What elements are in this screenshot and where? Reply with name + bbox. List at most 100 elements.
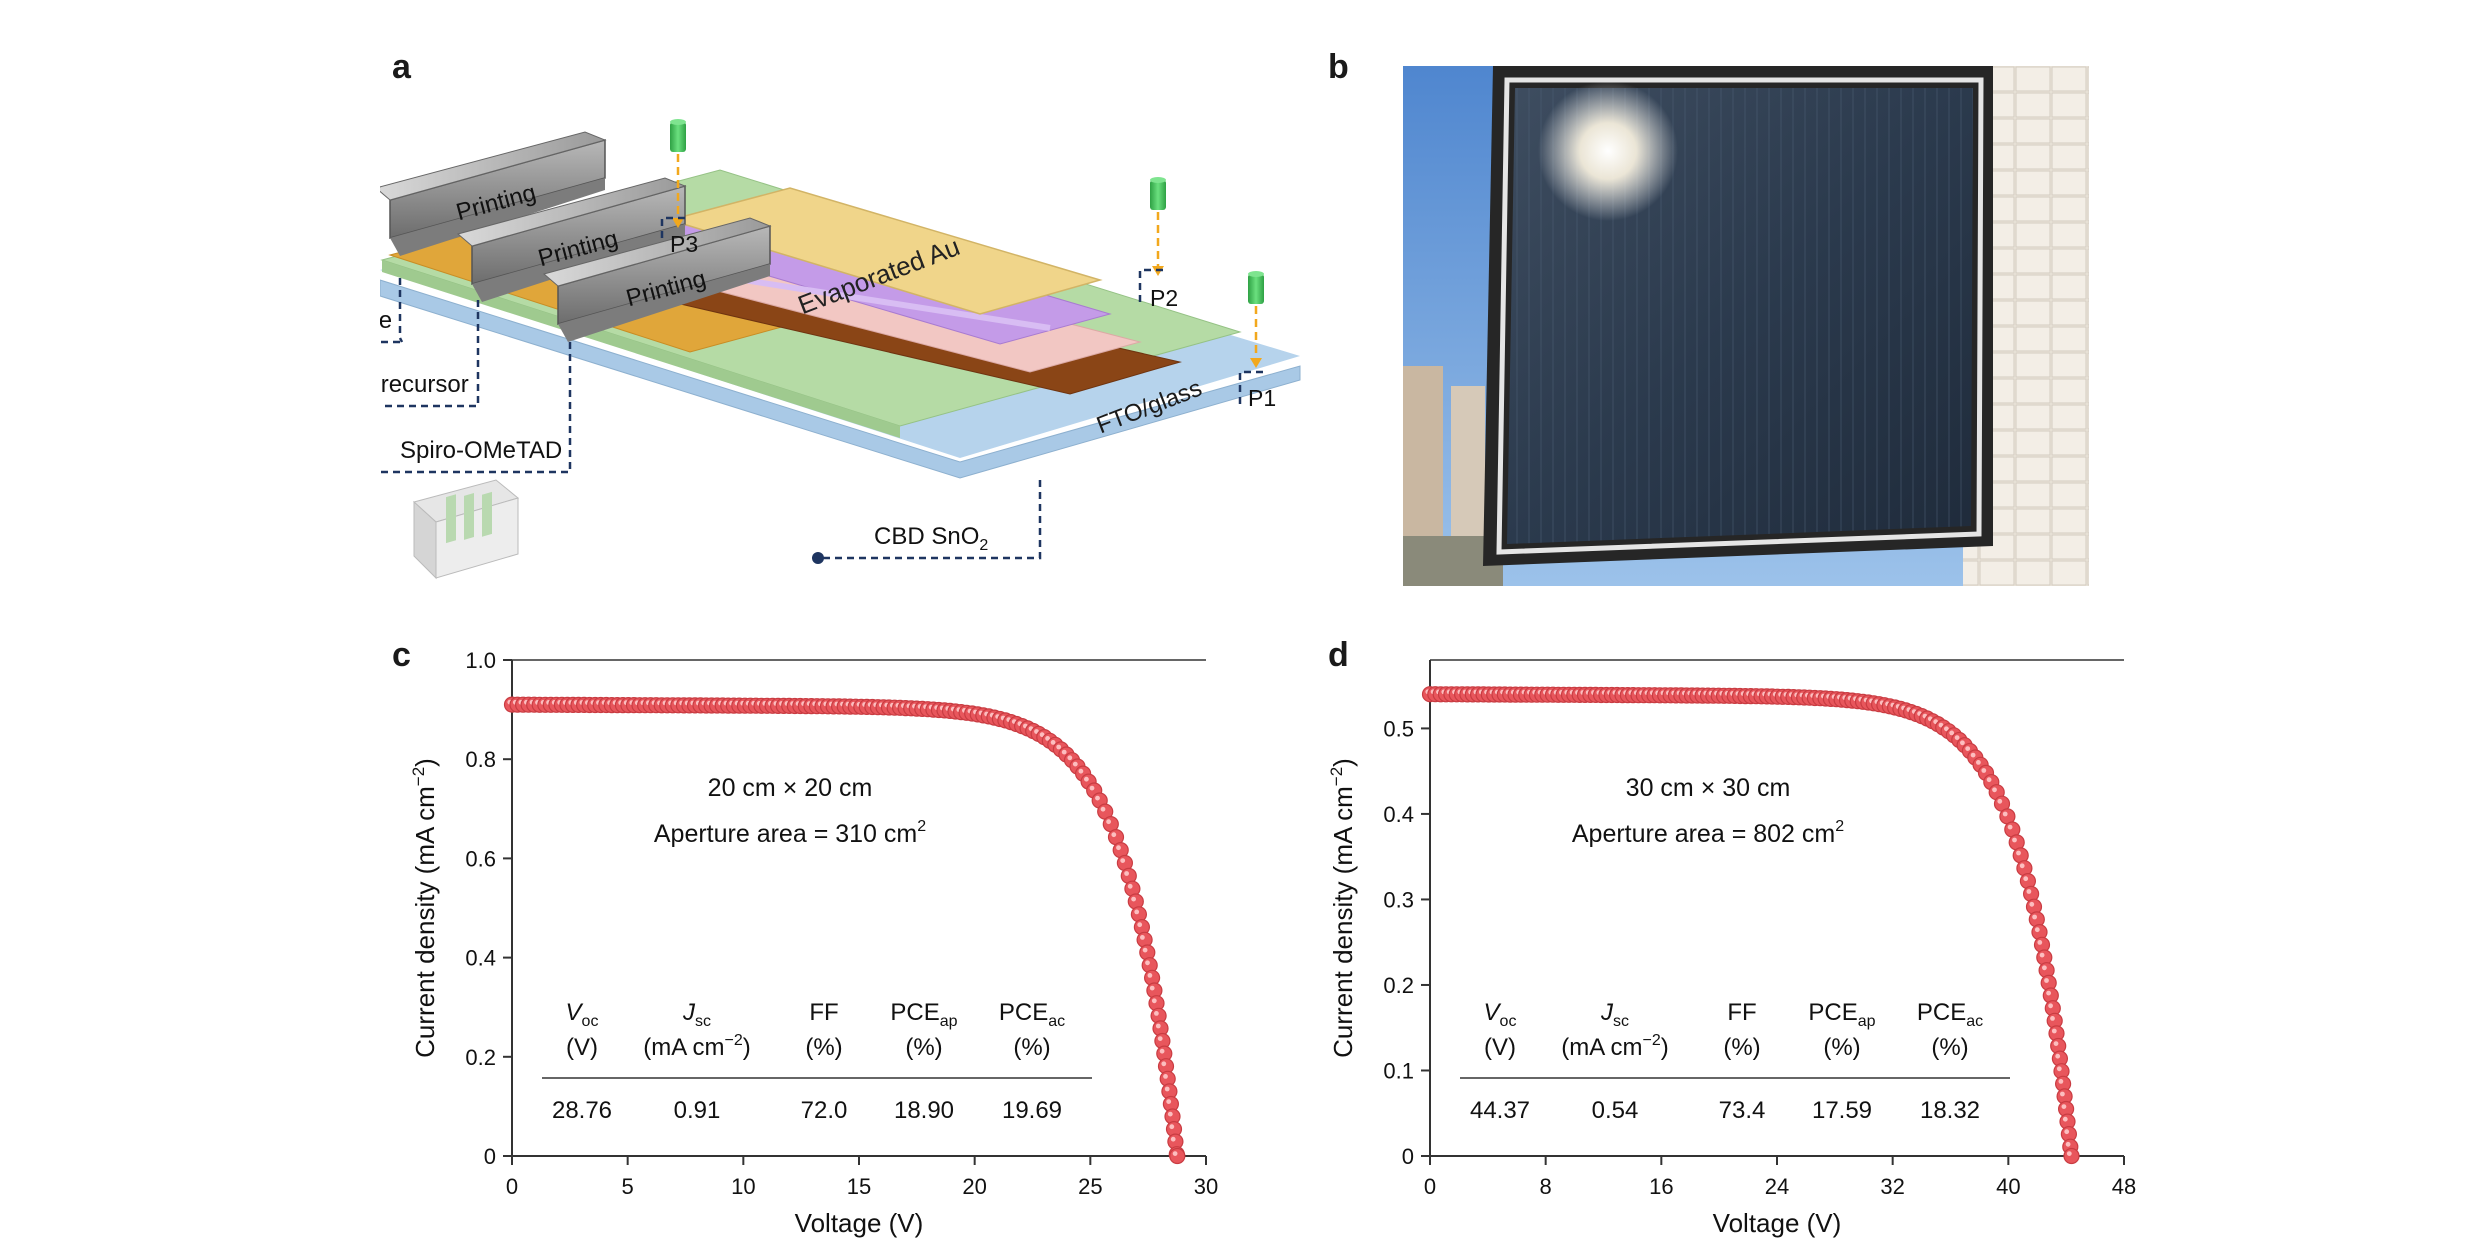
jv-point-highlight — [1145, 960, 1150, 966]
table-unit-4: (%) — [1013, 1034, 1050, 1061]
jv-point-highlight — [1140, 935, 1145, 940]
table-unit-2: (%) — [805, 1034, 842, 1061]
table-value-1: 0.91 — [674, 1097, 721, 1124]
jv-point-highlight — [2051, 1028, 2057, 1034]
jv-point-highlight — [2053, 1041, 2059, 1046]
table-unit-main: (mA cm — [1561, 1034, 1642, 1061]
jv-point-highlight — [2048, 1003, 2053, 1009]
printing-blade-3: Printing — [542, 217, 772, 342]
table-header-4: PCEac — [999, 999, 1065, 1030]
table-header-main: PCE — [1917, 999, 1966, 1026]
x-axis-label: Voltage (V) — [795, 1208, 924, 1238]
y-tick-label: 1.0 — [465, 648, 496, 673]
jv-point-highlight — [2062, 1116, 2068, 1122]
table-unit-0: (V) — [566, 1034, 598, 1061]
jv-point-highlight — [1157, 1036, 1163, 1041]
table-header-main: J — [1600, 999, 1614, 1026]
table-unit-4: (%) — [1931, 1034, 1968, 1061]
panel-letter-a: a — [392, 48, 411, 86]
table-unit-main: (%) — [1013, 1034, 1050, 1061]
jv-point-highlight — [2032, 914, 2037, 920]
x-tick-label: 8 — [1540, 1174, 1552, 1199]
table-header-1: Jsc — [1600, 999, 1629, 1030]
table-unit-main: (V) — [1484, 1034, 1516, 1061]
jv-point-highlight — [1166, 1099, 1172, 1104]
x-tick-label: 16 — [1649, 1174, 1673, 1199]
y-tick-label: 0.8 — [465, 747, 496, 772]
jv-point-highlight — [1954, 735, 1960, 740]
y-tick-label: 0 — [484, 1144, 496, 1169]
jv-point-highlight — [2029, 901, 2035, 907]
jv-point-highlight — [2046, 990, 2051, 996]
spiro-label: Spiro-OMeTAD — [400, 437, 562, 464]
table-header-2: FF — [1727, 999, 1756, 1026]
jv-point-highlight — [1120, 858, 1126, 863]
jv-point-highlight — [2058, 1079, 2064, 1084]
y-tick-label: 0.2 — [465, 1045, 496, 1070]
jv-point-highlight — [1134, 909, 1140, 915]
table-unit-main: (%) — [805, 1034, 842, 1061]
jv-point-highlight — [1039, 732, 1045, 738]
jv-point-highlight — [2044, 978, 2049, 983]
table-value-3: 17.59 — [1812, 1097, 1872, 1124]
jv-point-highlight — [1084, 776, 1089, 782]
table-header-main: V — [566, 999, 584, 1026]
jv-point-highlight — [2050, 1016, 2055, 1021]
jv-point-highlight — [1170, 1136, 1176, 1142]
jv-point-highlight — [1078, 768, 1084, 774]
table-header-sub: sc — [1613, 1013, 1629, 1030]
table-unit-3: (%) — [1823, 1034, 1860, 1061]
table-header-sub: oc — [1500, 1013, 1517, 1030]
y-axis-label: Current density (mA cm−2) — [1327, 758, 1358, 1058]
table-header-1: Jsc — [682, 999, 711, 1030]
table-unit-main: (%) — [1931, 1034, 1968, 1061]
table-header-4: PCEac — [1917, 999, 1983, 1030]
jv-point-highlight — [1147, 973, 1153, 978]
jv-point-highlight — [1111, 832, 1117, 838]
device-size-annotation: 20 cm × 20 cm — [708, 774, 873, 802]
x-tick-label: 20 — [962, 1174, 986, 1199]
y-tick-label: 0 — [1402, 1144, 1414, 1169]
solar-module-photo — [1403, 66, 2089, 586]
jv-point-highlight — [1167, 1111, 1173, 1117]
table-unit-2: (%) — [1723, 1034, 1760, 1061]
jv-point-highlight — [1149, 985, 1155, 991]
printing-blade-2: Printing — [456, 177, 687, 302]
jv-point-highlight — [2007, 824, 2013, 830]
table-value-2: 72.0 — [801, 1097, 848, 1124]
jv-point-highlight — [1106, 819, 1111, 825]
jv-chart-d: 0 8 16 24 32 40 48 0 0.1 0.2 0.3 0.4 0.5 Voltage (V) C… — [1327, 659, 2136, 1238]
table-unit-0: (V) — [1484, 1034, 1516, 1061]
table-unit-1: (mA cm−2) — [643, 1032, 751, 1061]
jv-point-highlight — [1067, 755, 1073, 761]
jv-point-highlight — [1169, 1124, 1175, 1130]
jv-point-highlight — [2026, 889, 2032, 894]
y-tick-label: 0.5 — [1383, 716, 1414, 741]
laser-p2: P2 — [1138, 177, 1178, 311]
y-tick-label: 0.6 — [465, 846, 496, 871]
jv-point-highlight — [2061, 1104, 2067, 1109]
x-tick-label: 0 — [1424, 1174, 1436, 1199]
x-tick-label: 0 — [506, 1174, 518, 1199]
jv-point-highlight — [2039, 952, 2045, 958]
panel-letter-d: d — [1328, 636, 1349, 674]
jv-point-highlight — [1154, 1011, 1159, 1016]
y-tick-label: 0.4 — [1383, 802, 1414, 827]
sno2-side — [382, 260, 900, 438]
table-value-0: 44.37 — [1470, 1097, 1530, 1124]
evaporated-au-layer — [667, 187, 1103, 315]
aperture-area-sup: 2 — [1835, 818, 1844, 835]
aperture-area-text: Aperture area = 310 cm — [654, 820, 917, 848]
table-header-sub: ap — [940, 1013, 958, 1030]
jv-data-point — [1169, 1147, 1186, 1165]
table-unit-1: (mA cm−2) — [1561, 1032, 1669, 1061]
jv-point-highlight — [1045, 736, 1050, 741]
sno2-label: CBD SnO2 — [874, 523, 988, 554]
jv-point-highlight — [1127, 883, 1133, 889]
table-header-main: PCE — [1808, 999, 1857, 1026]
precursor-2d-label: 2D precursor — [380, 371, 469, 398]
jv-point-highlight — [2066, 1151, 2072, 1156]
jv-point-highlight — [1164, 1086, 1170, 1092]
jv-point-highlight — [1172, 1151, 1178, 1156]
p2-label: P2 — [1150, 285, 1178, 311]
